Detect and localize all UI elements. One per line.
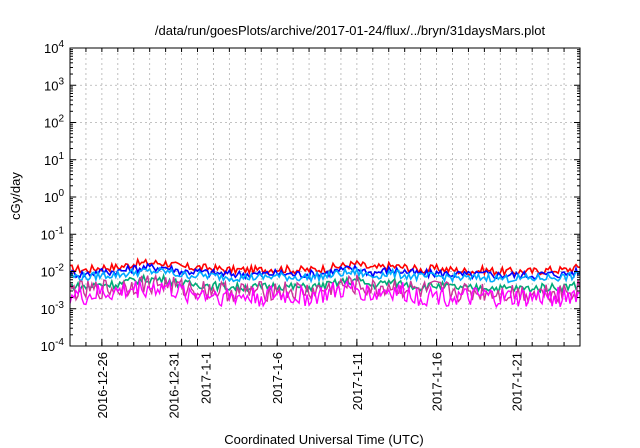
y-tick-base: 10 <box>44 153 58 168</box>
x-tick-label: 2016-12-31 <box>167 352 182 419</box>
series-line <box>70 266 580 284</box>
y-tick-base: 10 <box>44 41 58 56</box>
series-line <box>70 256 580 278</box>
x-ticks: 2016-12-26 2016-12-31 2017-1-1 2017-1-6 2017… <box>69 48 581 419</box>
y-tick-base: 10 <box>41 339 55 354</box>
y-tick-base: 10 <box>44 78 58 93</box>
grid <box>69 47 581 347</box>
y-tick-exponent: 0 <box>58 188 64 199</box>
x-tick-label: 2017-1-11 <box>350 352 365 410</box>
y-tick-label: 10-2 <box>41 263 65 280</box>
y-tick-exponent: -4 <box>55 337 64 348</box>
y-tick-label: 10-1 <box>41 225 65 242</box>
y-tick-base: 10 <box>44 190 58 205</box>
y-tick-base: 10 <box>44 116 58 131</box>
y-tick-base: 10 <box>41 265 55 280</box>
y-tick-label: 100 <box>44 188 64 205</box>
y-tick-label: 10-3 <box>41 300 65 317</box>
series-group <box>70 256 580 309</box>
x-tick-label: 2017-1-21 <box>509 352 524 411</box>
y-axis-label: cGy/day <box>8 172 23 220</box>
y-tick-exponent: -1 <box>55 225 64 236</box>
y-tick-label: 104 <box>44 39 64 56</box>
y-tick-label: 101 <box>44 151 64 168</box>
y-tick-exponent: 3 <box>58 76 64 87</box>
y-tick-label: 10-4 <box>41 337 65 354</box>
y-tick-base: 10 <box>41 302 55 317</box>
y-tick-exponent: -2 <box>55 263 64 274</box>
y-tick-label: 102 <box>44 114 64 131</box>
y-tick-exponent: 1 <box>58 151 64 162</box>
x-tick-label: 2017-1-16 <box>430 352 445 411</box>
x-axis-label: Coordinated Universal Time (UTC) <box>224 432 423 447</box>
y-tick-base: 10 <box>41 227 55 242</box>
chart-title: /data/run/goesPlots/archive/2017-01-24/f… <box>155 23 546 38</box>
x-tick-label: 2016-12-26 <box>95 352 110 419</box>
x-tick-label: 2017-1-6 <box>270 352 285 404</box>
y-tick-exponent: -3 <box>55 300 64 311</box>
y-tick-exponent: 2 <box>58 114 64 125</box>
x-tick-label: 2017-1-1 <box>199 352 214 404</box>
y-tick-label: 103 <box>44 76 64 93</box>
series-line <box>70 278 580 309</box>
y-tick-exponent: 4 <box>58 39 64 50</box>
